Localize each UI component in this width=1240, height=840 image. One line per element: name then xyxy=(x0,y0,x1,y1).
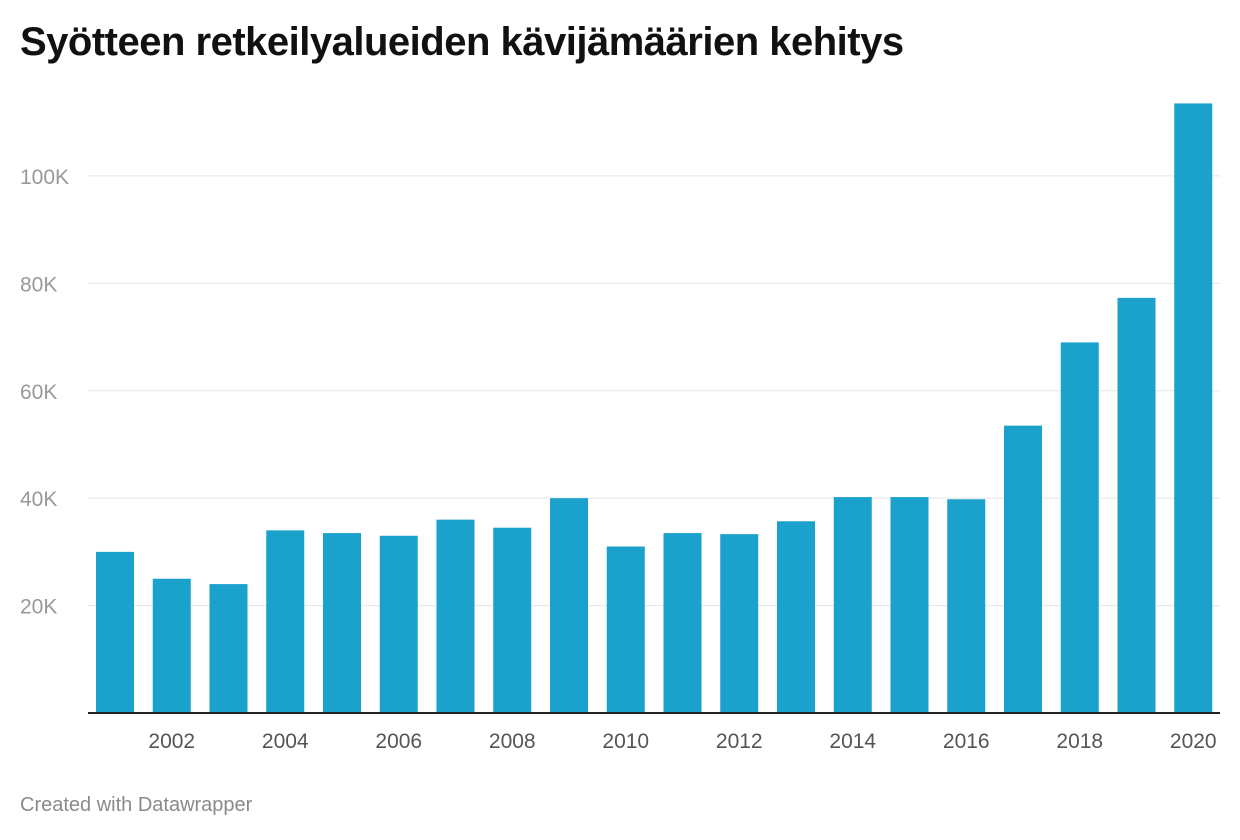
bar-2009 xyxy=(550,498,588,713)
y-tick-label: 100K xyxy=(20,166,69,189)
gridlines xyxy=(88,175,1220,607)
y-tick-label: 40K xyxy=(20,488,57,511)
credit-text: Created with Datawrapper xyxy=(20,794,253,816)
bar-2008 xyxy=(493,527,532,713)
y-tick-label: 80K xyxy=(20,273,57,296)
bar-2002 xyxy=(152,578,191,713)
bar-2016 xyxy=(947,499,986,713)
x-tick-label: 2010 xyxy=(602,730,649,753)
bar-2010 xyxy=(606,546,645,713)
x-tick-label: 2012 xyxy=(716,730,763,753)
bar-2014 xyxy=(833,497,872,713)
bars xyxy=(96,103,1213,713)
bar-2015 xyxy=(890,497,929,713)
x-tick-label: 2006 xyxy=(375,730,422,753)
bar-2019 xyxy=(1117,297,1156,713)
y-tick-label: 20K xyxy=(20,596,57,619)
x-tick-label: 2008 xyxy=(489,730,536,753)
x-tick-label: 2014 xyxy=(829,730,876,753)
bar-2006 xyxy=(379,535,418,713)
axes: 20K 40K 60K 80K 100K 2002 2004 2006 2008 2010 2012… xyxy=(20,166,1220,753)
chart-title: Syötteen retkeilyalueiden kävijämäärien … xyxy=(20,20,904,64)
bar-2007 xyxy=(436,519,475,713)
bar-2001 xyxy=(96,551,134,713)
y-tick-label: 60K xyxy=(20,381,57,404)
bar-2012 xyxy=(720,534,759,713)
x-tick-label: 2020 xyxy=(1170,730,1217,753)
x-tick-label: 2002 xyxy=(148,730,195,753)
bar-2013 xyxy=(777,521,815,713)
bar-2018 xyxy=(1060,342,1099,713)
bar-2020 xyxy=(1174,103,1213,713)
bar-2005 xyxy=(323,533,361,713)
bar-2017 xyxy=(1004,425,1042,713)
bar-2004 xyxy=(266,530,305,713)
x-tick-label: 2016 xyxy=(943,730,990,753)
x-tick-label: 2004 xyxy=(262,730,309,753)
x-tick-label: 2018 xyxy=(1056,730,1103,753)
bar-2003 xyxy=(209,584,248,713)
bar-2011 xyxy=(663,533,702,713)
